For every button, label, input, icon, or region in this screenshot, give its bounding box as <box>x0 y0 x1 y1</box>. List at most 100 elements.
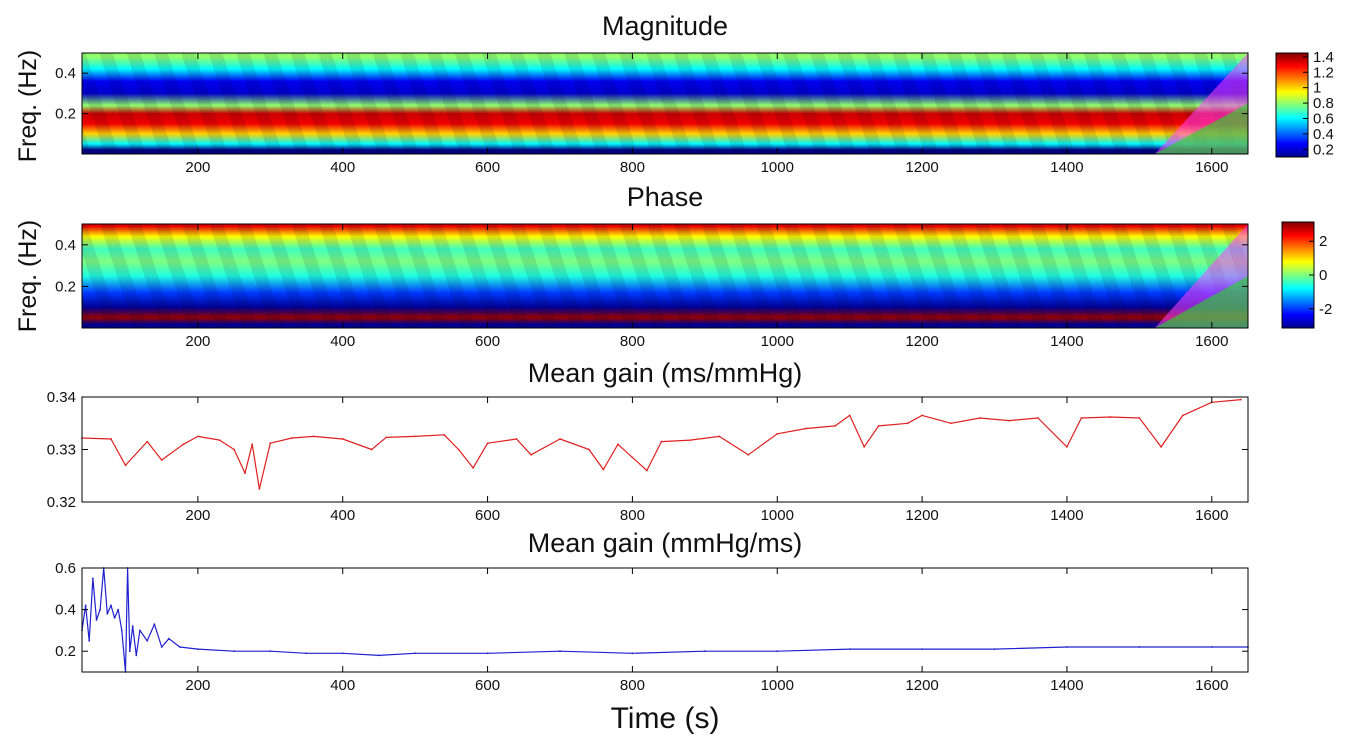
data-point <box>631 652 634 655</box>
data-point <box>117 608 120 611</box>
heatmap-texture <box>82 224 1248 328</box>
data-point <box>1138 417 1141 419</box>
data-point <box>1066 446 1068 448</box>
data-point <box>131 625 134 628</box>
colorbar-ramp <box>1281 221 1315 329</box>
data-point <box>84 604 87 607</box>
phase-axes: 200 400 600 800 1000 1200 1400 1600 0.2 0.4 <box>55 223 1249 350</box>
y-tick-label: 0.6 <box>55 560 76 577</box>
data-point <box>258 488 261 490</box>
data-point <box>269 650 272 653</box>
x-tick-label: 800 <box>620 507 645 524</box>
gain-ms-series <box>81 398 1242 490</box>
x-tick-label: 1200 <box>905 159 938 176</box>
data-point <box>233 650 236 653</box>
data-point <box>182 443 185 446</box>
x-tick-label: 1400 <box>1050 159 1083 176</box>
phase-panel: Phase Freq. (Hz) 200 400 600 800 1000 1200 140… <box>14 182 1332 350</box>
plot-frame <box>81 223 1249 329</box>
data-point <box>92 577 94 580</box>
chart-title: Magnitude <box>602 11 728 41</box>
x-tick-label: 1400 <box>1050 677 1083 694</box>
data-point <box>370 448 373 451</box>
x-tick-label: 1200 <box>905 507 938 524</box>
data-point <box>160 646 163 648</box>
data-point <box>1138 646 1141 648</box>
colorbar-tick-label: -2 <box>1319 301 1332 318</box>
data-point <box>197 648 199 650</box>
x-tick-label: 800 <box>620 159 645 176</box>
data-point <box>128 650 131 653</box>
y-tick-label: 0.2 <box>55 106 76 123</box>
x-tick-label: 600 <box>475 507 500 524</box>
data-point <box>312 435 315 438</box>
magnitude-axes: 200 400 600 800 1000 1200 1400 1600 0.2 0.4 <box>55 52 1249 176</box>
data-point <box>124 464 127 467</box>
x-tick-label: 1400 <box>1050 507 1083 524</box>
gain-mmhg-axes: 200 400 600 800 1000 1200 1400 1600 0.2 0.4 0.6 <box>55 560 1249 694</box>
y-tick-label: 0.34 <box>47 389 76 406</box>
x-tick-label: 200 <box>185 333 210 350</box>
data-point <box>178 646 181 648</box>
phase-colorbar: 2 0 -2 <box>1281 221 1332 329</box>
x-tick-label: 200 <box>185 677 210 694</box>
y-tick-label: 0.2 <box>55 643 76 660</box>
data-point <box>718 435 721 438</box>
x-tick-label: 1600 <box>1195 159 1228 176</box>
data-point <box>414 652 416 655</box>
y-axis-label: Freq. (Hz) <box>14 220 42 333</box>
data-point <box>1037 417 1039 419</box>
data-point <box>135 654 138 657</box>
data-point <box>88 639 91 642</box>
data-point <box>863 446 866 448</box>
data-point <box>747 453 750 456</box>
phase-heatmap <box>82 224 1248 328</box>
data-point <box>1160 446 1162 448</box>
chart-title: Mean gain (mmHg/ms) <box>528 528 803 558</box>
data-point <box>146 440 149 443</box>
edge-artifact <box>1154 103 1248 154</box>
data-point <box>472 467 474 469</box>
data-point <box>197 435 199 438</box>
data-point <box>805 427 808 430</box>
x-tick-label: 400 <box>330 677 355 694</box>
x-tick-label: 400 <box>330 333 355 350</box>
gain-ms-axes: 200 400 600 800 1000 1200 1400 1600 0.32 0.33 0.34 <box>47 389 1249 524</box>
data-point <box>233 448 236 451</box>
colorbar-tick-label: 0.6 <box>1313 110 1334 127</box>
x-tick-label: 1200 <box>905 677 938 694</box>
data-point <box>414 435 416 438</box>
data-point <box>530 453 532 456</box>
colorbar-tick-label: 1.4 <box>1313 49 1334 66</box>
x-tick-label: 400 <box>330 507 355 524</box>
data-point <box>1181 414 1184 417</box>
data-point <box>921 414 923 417</box>
data-point <box>291 437 293 439</box>
data-point <box>341 438 344 440</box>
data-point <box>515 438 518 440</box>
data-point <box>457 448 460 451</box>
gain-ms-panel: Mean gain (ms/mmHg) 200 400 600 800 1000 1200… <box>47 358 1249 524</box>
data-point <box>139 629 141 632</box>
x-tick-label: 1600 <box>1195 677 1228 694</box>
magnitude-colorbar: 1.41.210.80.60.40.2 <box>1275 49 1334 158</box>
chart-title: Phase <box>627 182 704 212</box>
x-tick-label: 1000 <box>761 159 794 176</box>
colorbar-tick-label: 2 <box>1319 233 1327 250</box>
colorbar-tick-label: 0 <box>1319 267 1327 284</box>
data-point <box>146 639 149 642</box>
data-point <box>660 440 663 443</box>
data-point <box>1008 419 1010 422</box>
x-tick-label: 1000 <box>761 677 794 694</box>
y-tick-label: 0.33 <box>47 442 76 459</box>
y-tick-label: 0.2 <box>55 278 76 295</box>
y-tick-label: 0.32 <box>47 494 76 511</box>
data-point <box>160 459 163 461</box>
magnitude-panel: Magnitude Freq. (Hz) 200 400 600 800 1000 120… <box>14 11 1334 176</box>
data-point <box>1109 416 1112 418</box>
x-tick-label: 600 <box>475 677 500 694</box>
x-tick-label: 1200 <box>905 333 938 350</box>
x-tick-label: 600 <box>475 333 500 350</box>
y-tick-label: 0.4 <box>55 602 76 619</box>
